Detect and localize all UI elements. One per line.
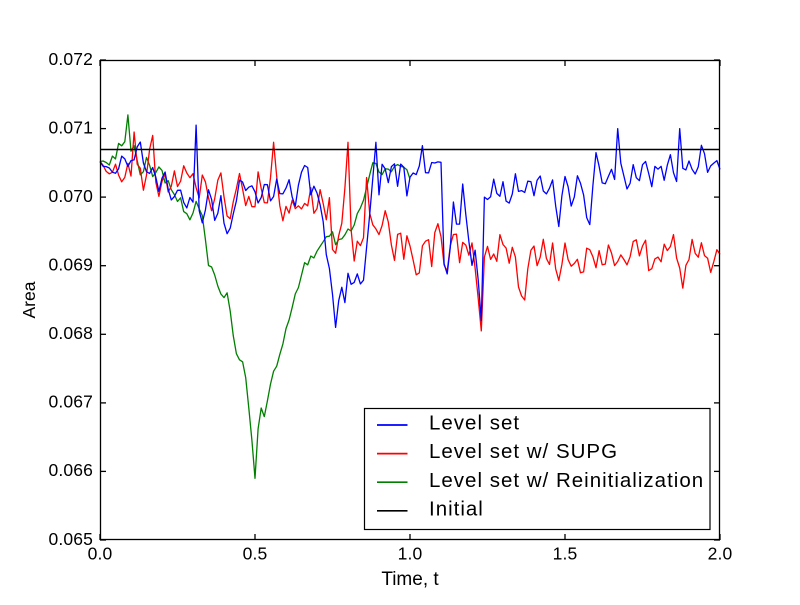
- svg-text:1.5: 1.5: [553, 544, 578, 564]
- svg-text:2.0: 2.0: [708, 544, 733, 564]
- svg-text:0.065: 0.065: [48, 529, 93, 549]
- svg-text:0.0: 0.0: [88, 544, 113, 564]
- svg-text:0.069: 0.069: [48, 255, 93, 275]
- svg-text:0.066: 0.066: [48, 460, 93, 480]
- svg-text:Level set: Level set: [429, 412, 520, 435]
- svg-text:0.5: 0.5: [243, 544, 268, 564]
- svg-text:0.070: 0.070: [48, 186, 93, 206]
- svg-text:Level set w/ Reinitialization: Level set w/ Reinitialization: [429, 469, 704, 492]
- svg-text:Level set w/ SUPG: Level set w/ SUPG: [429, 440, 618, 463]
- svg-text:0.071: 0.071: [48, 117, 93, 137]
- svg-text:Area: Area: [19, 281, 39, 318]
- svg-text:Initial: Initial: [429, 497, 484, 520]
- svg-text:Time, t: Time, t: [381, 569, 439, 590]
- svg-text:1.0: 1.0: [398, 544, 423, 564]
- svg-text:0.068: 0.068: [48, 323, 93, 343]
- svg-text:0.067: 0.067: [48, 392, 93, 412]
- svg-text:0.072: 0.072: [48, 49, 93, 69]
